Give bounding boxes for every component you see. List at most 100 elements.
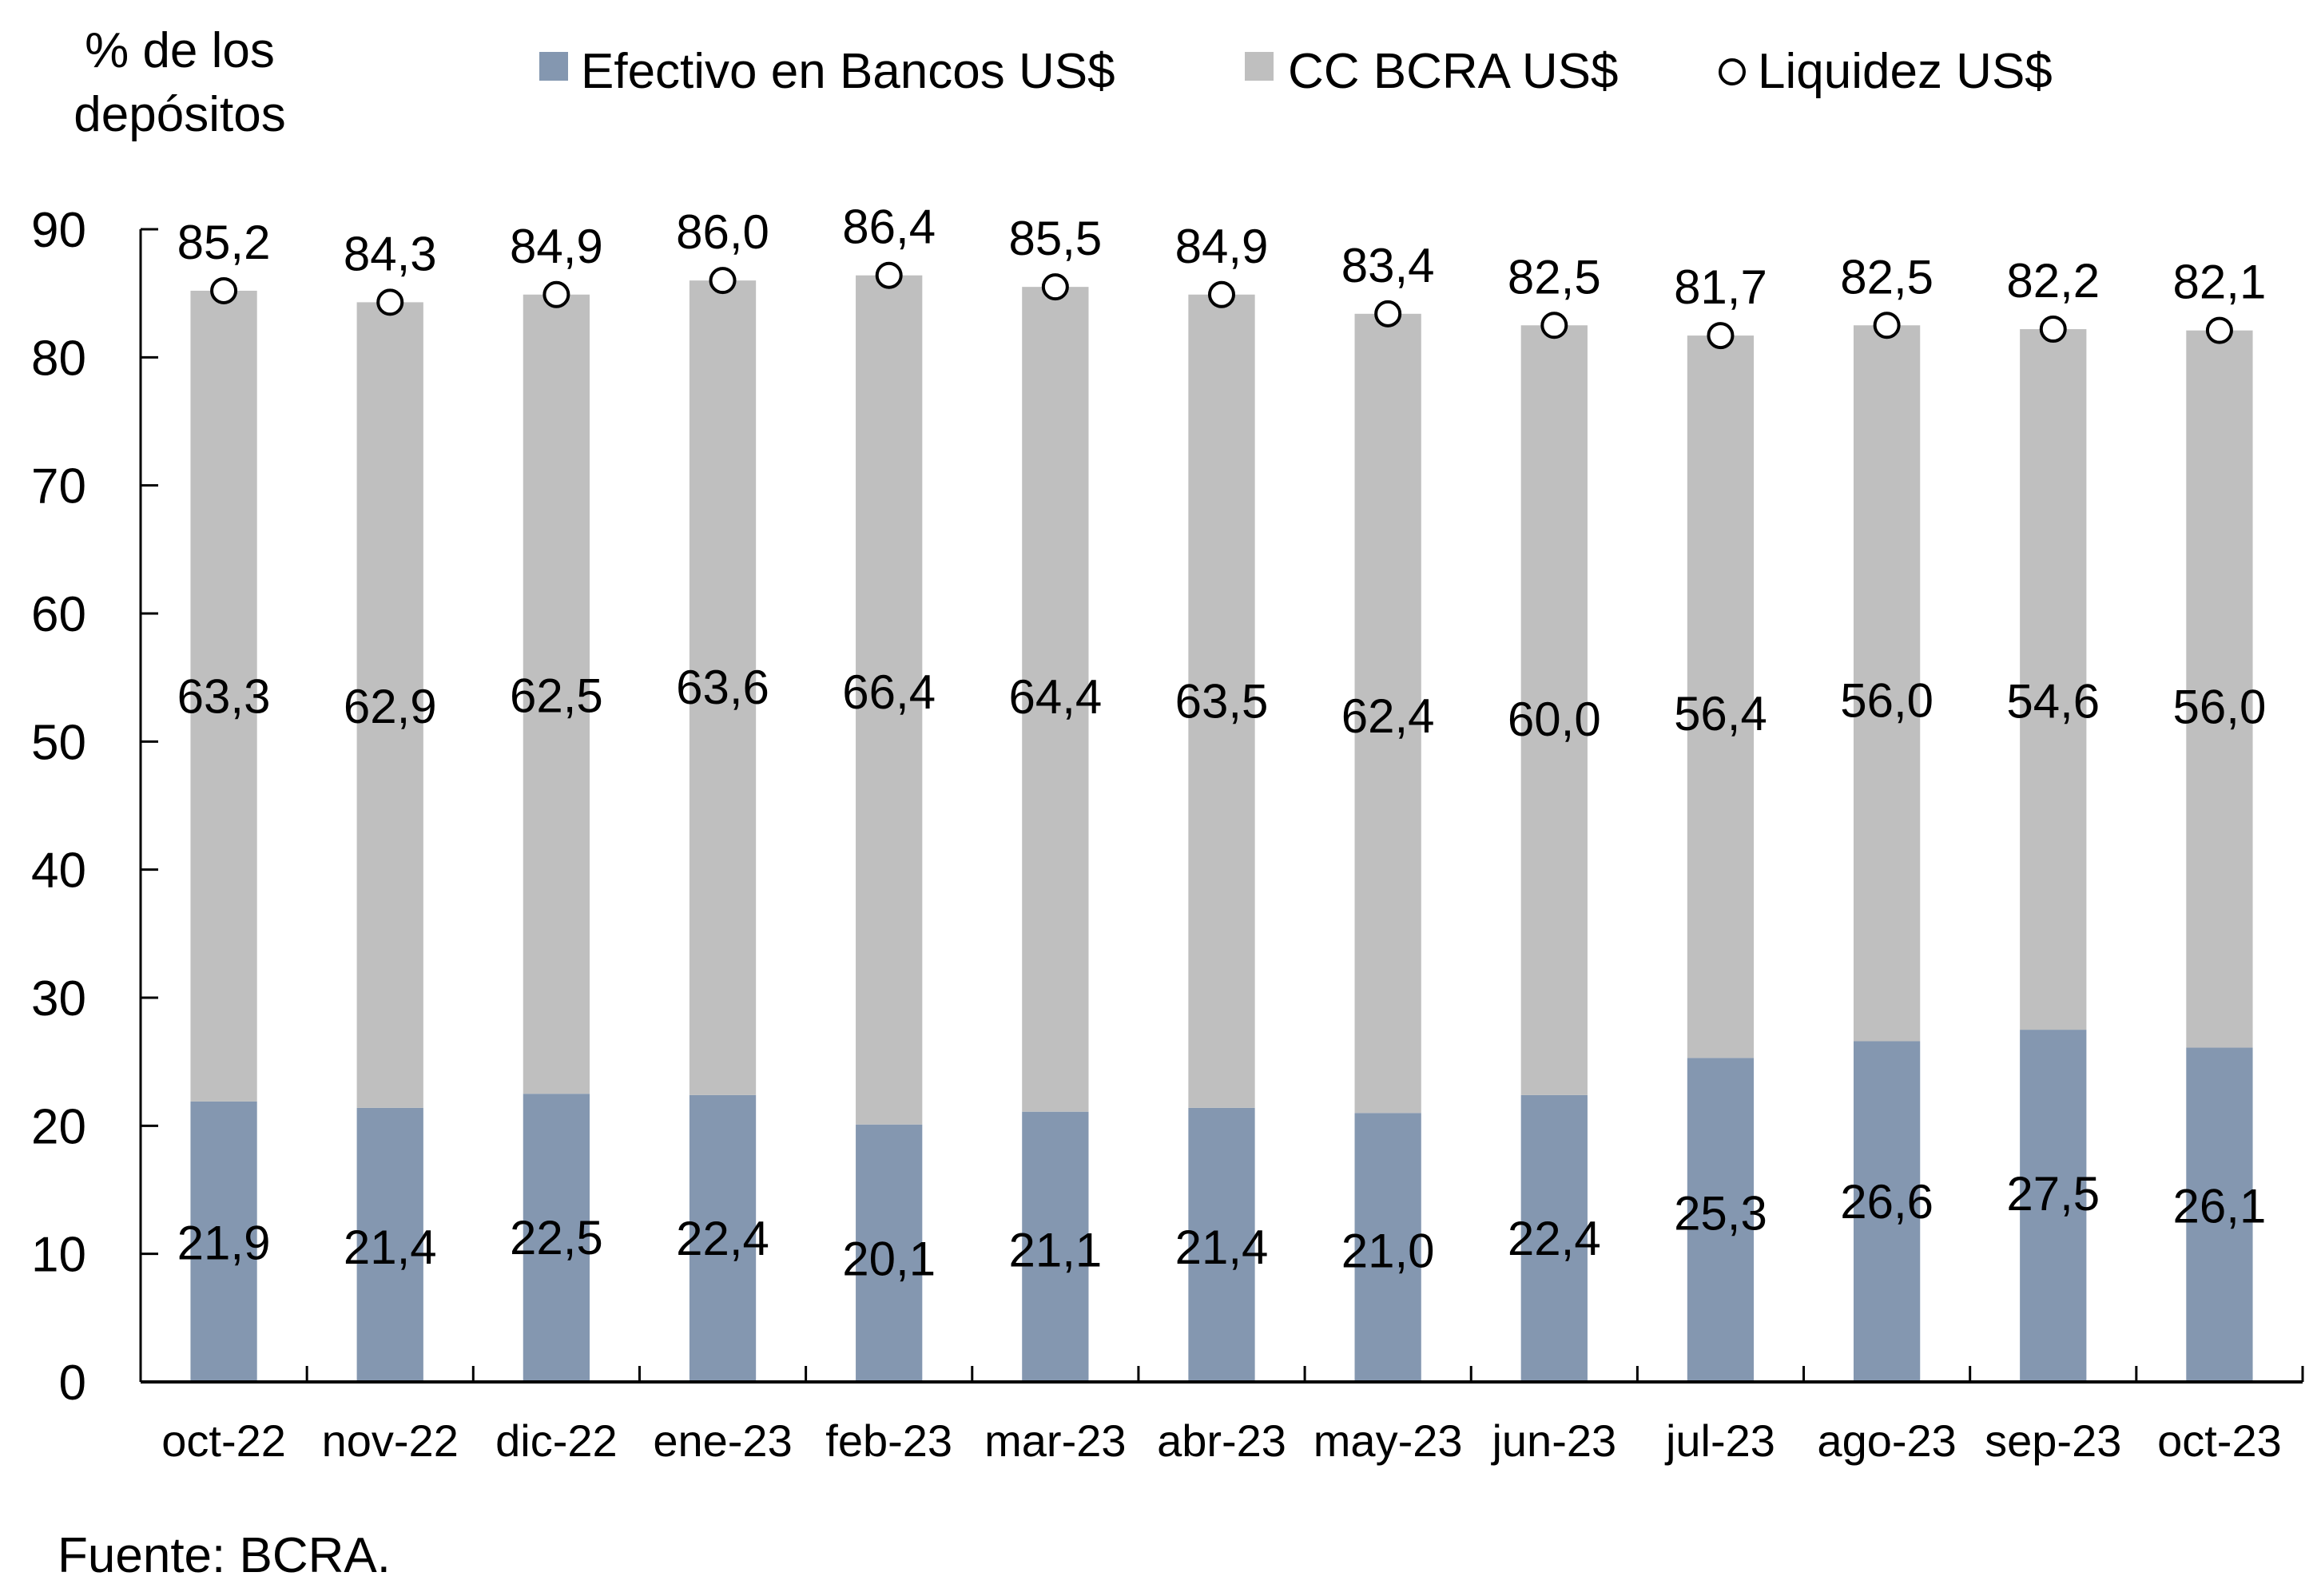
x-tick-label: jun-23 [1490,1415,1616,1466]
data-label-liquidez: 84,3 [344,227,437,280]
data-label-efectivo: 21,4 [1175,1221,1269,1274]
marker-liquidez [1041,273,1069,301]
bar-efectivo [856,1124,923,1382]
x-tick-label: feb-23 [825,1415,952,1466]
marker-liquidez [2039,316,2067,343]
bar-efectivo [1520,1094,1588,1382]
marker-liquidez [1873,312,1901,339]
y-tick-label: 10 [31,1228,86,1283]
data-label-efectivo: 25,3 [1674,1186,1767,1240]
bar-efectivo [190,1101,257,1382]
marker-liquidez [2205,316,2233,344]
data-label-cc-bcra: 56,0 [1840,674,1933,728]
x-tick-label: sep-23 [1985,1415,2121,1466]
legend-swatch-cc-bcra [1245,52,1274,81]
data-label-efectivo: 22,4 [1508,1212,1601,1265]
data-label-efectivo: 22,4 [676,1212,769,1265]
data-label-cc-bcra: 63,3 [177,670,271,724]
bar-cc-bcra [1520,325,1588,1095]
legend-label-cc-bcra: CC BCRA US$ [1288,44,1618,99]
marker-liquidez [542,280,570,308]
data-label-efectivo: 21,1 [1008,1224,1102,1277]
bar-efectivo [2020,1030,2087,1382]
bar-cc-bcra [2020,329,2087,1030]
data-label-cc-bcra: 54,6 [2006,675,2100,729]
bar-efectivo [2186,1047,2253,1382]
marker-liquidez [1707,322,1735,350]
bar-cc-bcra [1853,325,1921,1042]
data-label-cc-bcra: 64,4 [1008,670,1102,724]
data-label-liquidez: 85,2 [177,216,271,269]
marker-liquidez [1374,300,1402,328]
legend: Efectivo en Bancos US$ CC BCRA US$ Liqui… [539,44,2053,99]
y-tick-label: 20 [31,1099,86,1154]
x-tick-label: nov-22 [322,1415,459,1466]
data-label-cc-bcra: 63,5 [1175,674,1269,728]
data-label-cc-bcra: 62,4 [1341,689,1435,743]
data-label-efectivo: 21,0 [1341,1225,1435,1278]
x-axis: oct-22 nov-22 dic-22 ene-23 feb-23 mar-23 abr-… [141,1366,2304,1466]
data-label-cc-bcra: 63,6 [676,661,769,714]
data-label-liquidez: 82,1 [2173,256,2267,309]
x-tick-label: dic-22 [495,1415,618,1466]
data-label-liquidez: 84,9 [510,220,603,273]
data-label-liquidez: 86,4 [842,200,936,254]
bar-efectivo [523,1094,590,1382]
marker-liquidez [376,288,404,316]
data-label-liquidez: 82,2 [2006,254,2100,308]
data-label-cc-bcra: 56,0 [2173,681,2267,734]
bar-efectivo [356,1107,423,1382]
data-label-efectivo: 21,9 [177,1217,271,1270]
data-label-efectivo: 20,1 [842,1233,936,1286]
data-label-liquidez: 81,7 [1674,260,1767,314]
data-label-liquidez: 86,0 [676,205,769,259]
data-label-cc-bcra: 62,5 [510,669,603,723]
bar-efectivo [1853,1041,1921,1382]
x-tick-label: abr-23 [1157,1415,1286,1466]
data-label-liquidez: 82,5 [1508,250,1601,304]
bar-efectivo [1188,1107,1255,1382]
data-label-liquidez: 83,4 [1341,239,1435,292]
x-tick-label: oct-22 [161,1415,286,1466]
y-tick-label: 50 [31,715,86,770]
x-tick-label: jul-23 [1664,1415,1775,1466]
y-tick-label: 80 [31,331,86,386]
bar-efectivo [689,1094,757,1382]
y-tick-label: 0 [59,1356,86,1411]
x-tick-label: ago-23 [1817,1415,1956,1466]
y-axis-label-line-2: depósitos [74,87,285,142]
bar-cc-bcra [2186,330,2253,1048]
data-label-cc-bcra: 66,4 [842,665,936,719]
legend-label-efectivo: Efectivo en Bancos US$ [581,44,1115,99]
marker-liquidez [709,267,737,295]
x-tick-label: oct-23 [2157,1415,2282,1466]
y-tick-label: 90 [31,203,86,258]
y-axis-label-line-1: % de los [85,23,275,78]
bar-cc-bcra [190,290,257,1102]
y-axis-label: % de los depósitos [74,23,285,142]
y-tick-label: 70 [31,459,86,514]
bar-cc-bcra [689,280,757,1095]
y-axis: 0 10 20 30 40 50 60 70 80 90 [31,203,158,1411]
data-label-cc-bcra: 56,4 [1674,687,1767,740]
data-label-cc-bcra: 62,9 [344,680,437,733]
x-tick-label: ene-23 [653,1415,792,1466]
data-label-efectivo: 21,4 [344,1221,437,1274]
marker-liquidez [1208,280,1235,308]
legend-label-liquidez: Liquidez US$ [1758,44,2053,99]
bar-cc-bcra [856,275,923,1125]
x-tick-label: mar-23 [984,1415,1126,1466]
legend-swatch-efectivo [539,52,568,81]
data-label-efectivo: 26,1 [2173,1179,2267,1233]
x-tick-label: may-23 [1313,1415,1463,1466]
marker-liquidez [875,261,903,289]
bar-efectivo [1687,1058,1755,1382]
data-label-liquidez: 84,9 [1175,220,1269,273]
marker-liquidez [1540,312,1568,339]
bar-cc-bcra [356,302,423,1108]
data-label-efectivo: 22,5 [510,1211,603,1264]
source-note: Fuente: BCRA. [58,1528,391,1583]
bars [190,261,2253,1382]
marker-liquidez [210,276,238,304]
